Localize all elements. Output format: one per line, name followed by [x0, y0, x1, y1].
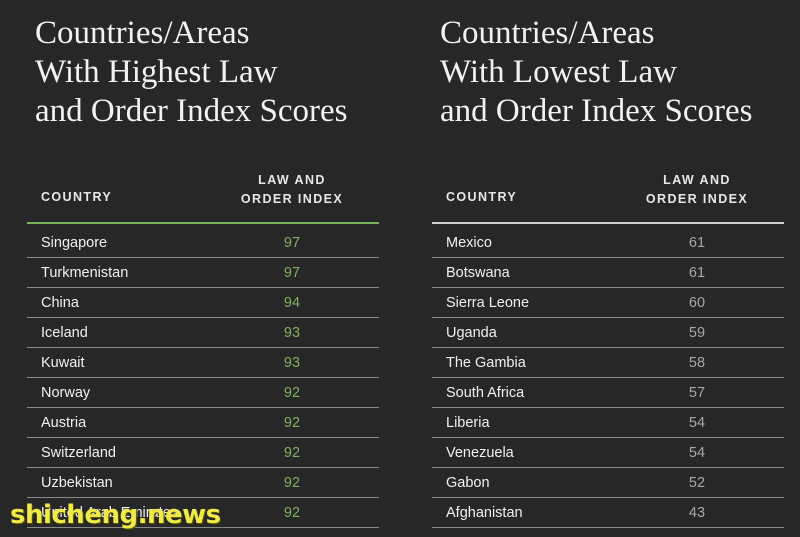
index-column-header: LAW AND ORDER INDEX [222, 171, 362, 209]
lowest-scores-title: Countries/Areas With Lowest Law and Orde… [440, 14, 752, 131]
header-rule [432, 222, 784, 224]
country-name: Afghanistan [446, 505, 523, 521]
index-value: 43 [688, 505, 706, 521]
table-row: Gabon 52 [432, 468, 784, 498]
index-value: 92 [283, 445, 301, 461]
table-row: Venezuela 54 [432, 438, 784, 468]
country-name: South Africa [446, 385, 525, 401]
country-name: Mexico [446, 235, 492, 251]
watermark-text: shicheng.news [10, 500, 221, 530]
country-name: Uganda [446, 325, 497, 341]
header-rule [27, 222, 379, 224]
country-name: Iceland [41, 325, 88, 341]
table-row: Botswana 61 [432, 258, 784, 288]
index-value: 54 [688, 415, 706, 431]
country-name: Gabon [446, 475, 490, 491]
table-row: Uganda 59 [432, 318, 784, 348]
country-name: The Gambia [446, 355, 526, 371]
index-value: 52 [688, 475, 706, 491]
index-value: 92 [283, 505, 301, 521]
index-value: 58 [688, 355, 706, 371]
lowest-scores-rows: Mexico 61 Botswana 61 Sierra Leone 60 Uganda 59… [432, 228, 784, 528]
table-row: Sierra Leone 60 [432, 288, 784, 318]
country-name: Uzbekistan [41, 475, 113, 491]
index-value: 60 [688, 295, 706, 311]
header-line: ORDER INDEX [240, 192, 344, 206]
title-line: and Order Index Scores [35, 93, 348, 129]
country-name: Austria [41, 415, 87, 431]
table-row: Uzbekistan 92 [27, 468, 379, 498]
table-row: Turkmenistan 97 [27, 258, 379, 288]
table-row: Iceland 93 [27, 318, 379, 348]
index-value: 61 [688, 265, 706, 281]
index-value: 93 [283, 325, 301, 341]
title-line: and Order Index Scores [440, 93, 753, 129]
index-column-header: LAW AND ORDER INDEX [627, 171, 767, 209]
index-value: 61 [688, 235, 706, 251]
table-row: United Arab Emirates 92 [27, 498, 379, 528]
country-name: Norway [41, 385, 91, 401]
country-name: Kuwait [41, 355, 85, 371]
index-value: 97 [283, 235, 301, 251]
highest-scores-rows: Singapore 97 Turkmenistan 97 China 94 Iceland 9… [27, 228, 379, 528]
index-value: 54 [688, 445, 706, 461]
title-line: With Lowest Law [440, 54, 677, 90]
table-row: China 94 [27, 288, 379, 318]
country-name: Singapore [41, 235, 108, 251]
table-row: Austria 92 [27, 408, 379, 438]
country-name: Switzerland [41, 445, 116, 461]
country-name: China [41, 295, 79, 311]
title-line: With Highest Law [35, 54, 278, 90]
table-row: Singapore 97 [27, 228, 379, 258]
table-row: Switzerland 92 [27, 438, 379, 468]
country-name: Liberia [446, 415, 490, 431]
table-row: Mexico 61 [432, 228, 784, 258]
title-line: Countries/Areas [440, 15, 655, 51]
header-line: LAW AND [663, 173, 731, 187]
index-value: 59 [688, 325, 706, 341]
country-name: Venezuela [446, 445, 514, 461]
table-row: Liberia 54 [432, 408, 784, 438]
table-row: The Gambia 58 [432, 348, 784, 378]
index-value: 97 [283, 265, 301, 281]
title-line: Countries/Areas [35, 15, 250, 51]
country-name: Sierra Leone [446, 295, 530, 311]
header-line: LAW AND [258, 173, 326, 187]
highest-scores-title: Countries/Areas With Highest Law and Ord… [35, 14, 347, 131]
table-row: South Africa 57 [432, 378, 784, 408]
table-row: Afghanistan 43 [432, 498, 784, 528]
country-column-header: COUNTRY [41, 190, 113, 204]
index-value: 92 [283, 415, 301, 431]
country-name: United Arab Emirates [41, 505, 179, 521]
table-row: Norway 92 [27, 378, 379, 408]
index-value: 92 [283, 385, 301, 401]
header-line: ORDER INDEX [645, 192, 749, 206]
country-name: Botswana [446, 265, 510, 281]
table-row: Kuwait 93 [27, 348, 379, 378]
country-name: Turkmenistan [41, 265, 129, 281]
index-value: 93 [283, 355, 301, 371]
country-column-header: COUNTRY [446, 190, 518, 204]
index-value: 94 [283, 295, 301, 311]
index-value: 57 [688, 385, 706, 401]
index-value: 92 [283, 475, 301, 491]
